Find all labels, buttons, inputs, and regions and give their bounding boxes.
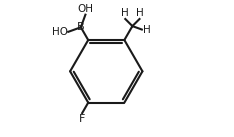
Text: H: H (136, 8, 144, 18)
Text: HO: HO (51, 27, 68, 37)
Text: H: H (121, 8, 128, 18)
Text: OH: OH (77, 4, 93, 14)
Text: B: B (77, 22, 85, 32)
Text: H: H (143, 25, 151, 35)
Text: F: F (79, 114, 85, 124)
